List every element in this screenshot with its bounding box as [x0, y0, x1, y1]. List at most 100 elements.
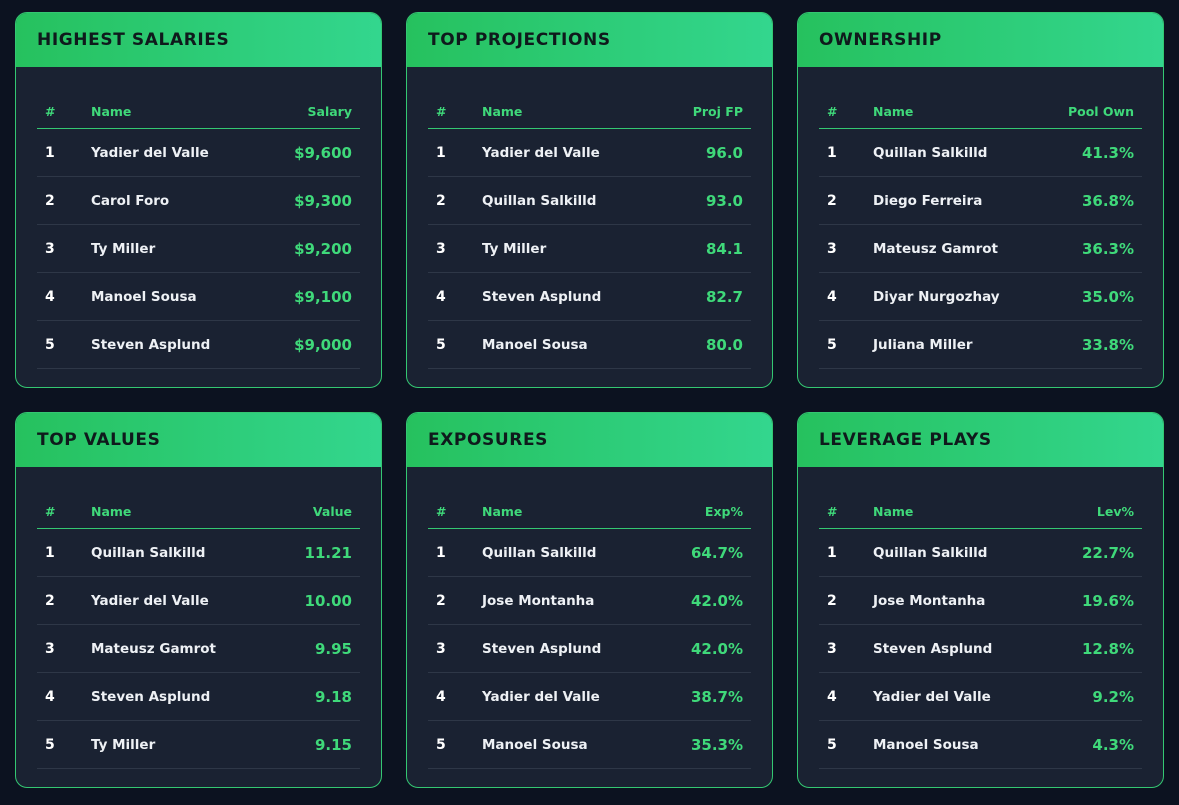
- value-score: 9.15: [314, 735, 352, 754]
- projection-value: 96.0: [705, 143, 743, 162]
- row-rank: 5: [45, 336, 55, 353]
- row-rank: 3: [827, 640, 837, 657]
- ownership-value: 36.3%: [1081, 239, 1134, 258]
- card-header: LEVERAGE PLAYS: [798, 413, 1163, 467]
- card-header: TOP VALUES: [16, 413, 381, 467]
- table-row: 3 Mateusz Gamrot 9.95: [37, 625, 360, 673]
- leverage-value: 4.3%: [1092, 735, 1134, 754]
- row-rank: 1: [436, 144, 446, 161]
- card-title: TOP VALUES: [37, 430, 161, 450]
- row-rank: 5: [45, 736, 55, 753]
- projections-table: # Name Proj FP 1 Yadier del Valle 96.0 2…: [428, 95, 751, 369]
- row-rank: 4: [827, 688, 837, 705]
- player-name: Steven Asplund: [91, 688, 211, 705]
- exposure-value: 42.0%: [690, 639, 743, 658]
- exposure-value: 38.7%: [690, 687, 743, 706]
- ownership-value: 36.8%: [1081, 191, 1134, 210]
- ownership-value: 41.3%: [1081, 143, 1134, 162]
- column-header-rank: #: [827, 504, 838, 519]
- player-name: Quillan Salkilld: [91, 544, 206, 561]
- projection-value: 82.7: [705, 287, 743, 306]
- player-name: Quillan Salkilld: [482, 192, 597, 209]
- player-name: Yadier del Valle: [482, 144, 600, 161]
- table-row: 4 Yadier del Valle 38.7%: [428, 673, 751, 721]
- table-row: 1 Quillan Salkilld 64.7%: [428, 529, 751, 577]
- row-rank: 2: [45, 192, 55, 209]
- player-name: Juliana Miller: [873, 336, 973, 353]
- row-rank: 4: [436, 688, 446, 705]
- ownership-value: 35.0%: [1081, 287, 1134, 306]
- row-rank: 4: [45, 288, 55, 305]
- card-header: TOP PROJECTIONS: [407, 13, 772, 67]
- player-name: Yadier del Valle: [482, 688, 600, 705]
- table-row: 4 Yadier del Valle 9.2%: [819, 673, 1142, 721]
- projection-value: 93.0: [705, 191, 743, 210]
- table-row: 2 Yadier del Valle 10.00: [37, 577, 360, 625]
- player-name: Steven Asplund: [873, 640, 993, 657]
- row-rank: 5: [436, 736, 446, 753]
- ownership-value: 33.8%: [1081, 335, 1134, 354]
- row-rank: 1: [827, 144, 837, 161]
- table-header: # Name Lev%: [819, 495, 1142, 529]
- table-row: 3 Steven Asplund 12.8%: [819, 625, 1142, 673]
- row-rank: 5: [827, 736, 837, 753]
- player-name: Jose Montanha: [482, 592, 595, 609]
- row-rank: 4: [45, 688, 55, 705]
- player-name: Manoel Sousa: [482, 736, 588, 753]
- table-row: 5 Steven Asplund $9,000: [37, 321, 360, 369]
- leverage-plays-card: LEVERAGE PLAYS # Name Lev% 1 Quillan Sal…: [797, 412, 1164, 788]
- exposure-value: 42.0%: [690, 591, 743, 610]
- table-row: 2 Diego Ferreira 36.8%: [819, 177, 1142, 225]
- player-name: Jose Montanha: [873, 592, 986, 609]
- top-projections-card: TOP PROJECTIONS # Name Proj FP 1 Yadier …: [406, 12, 773, 388]
- table-row: 4 Steven Asplund 9.18: [37, 673, 360, 721]
- leverage-value: 9.2%: [1092, 687, 1134, 706]
- column-header-lev-pct: Lev%: [1096, 504, 1134, 519]
- column-header-rank: #: [827, 104, 838, 119]
- value-score: 11.21: [304, 543, 352, 562]
- card-title: LEVERAGE PLAYS: [819, 430, 992, 450]
- row-rank: 1: [45, 144, 55, 161]
- table-row: 5 Ty Miller 9.15: [37, 721, 360, 769]
- salary-value: $9,600: [294, 143, 352, 162]
- salary-value: $9,000: [294, 335, 352, 354]
- top-values-card: TOP VALUES # Name Value 1 Quillan Salkil…: [15, 412, 382, 788]
- player-name: Mateusz Gamrot: [91, 640, 217, 657]
- player-name: Quillan Salkilld: [482, 544, 597, 561]
- projection-value: 80.0: [705, 335, 743, 354]
- row-rank: 3: [436, 640, 446, 657]
- salary-value: $9,200: [294, 239, 352, 258]
- player-name: Steven Asplund: [482, 288, 602, 305]
- column-header-salary: Salary: [307, 104, 352, 119]
- salaries-table: # Name Salary 1 Yadier del Valle $9,600 …: [37, 95, 360, 369]
- table-row: 5 Manoel Sousa 80.0: [428, 321, 751, 369]
- row-rank: 3: [827, 240, 837, 257]
- row-rank: 2: [436, 592, 446, 609]
- table-row: 4 Manoel Sousa $9,100: [37, 273, 360, 321]
- salary-value: $9,300: [294, 191, 352, 210]
- exposures-card: EXPOSURES # Name Exp% 1 Quillan Salkilld…: [406, 412, 773, 788]
- table-header: # Name Pool Own: [819, 95, 1142, 129]
- column-header-rank: #: [436, 104, 447, 119]
- card-title: TOP PROJECTIONS: [428, 30, 611, 50]
- player-name: Manoel Sousa: [482, 336, 588, 353]
- table-row: 3 Ty Miller $9,200: [37, 225, 360, 273]
- column-header-name: Name: [873, 504, 914, 519]
- leverage-value: 19.6%: [1081, 591, 1134, 610]
- row-rank: 4: [436, 288, 446, 305]
- leverage-table: # Name Lev% 1 Quillan Salkilld 22.7% 2 J…: [819, 495, 1142, 769]
- row-rank: 1: [436, 544, 446, 561]
- table-row: 2 Quillan Salkilld 93.0: [428, 177, 751, 225]
- player-name: Ty Miller: [91, 736, 156, 753]
- ownership-table: # Name Pool Own 1 Quillan Salkilld 41.3%…: [819, 95, 1142, 369]
- player-name: Mateusz Gamrot: [873, 240, 999, 257]
- leverage-value: 22.7%: [1081, 543, 1134, 562]
- table-row: 4 Steven Asplund 82.7: [428, 273, 751, 321]
- values-table: # Name Value 1 Quillan Salkilld 11.21 2 …: [37, 495, 360, 769]
- value-score: 10.00: [304, 591, 352, 610]
- row-rank: 3: [436, 240, 446, 257]
- table-row: 2 Jose Montanha 19.6%: [819, 577, 1142, 625]
- row-rank: 1: [45, 544, 55, 561]
- column-header-name: Name: [91, 104, 132, 119]
- player-name: Carol Foro: [91, 192, 170, 209]
